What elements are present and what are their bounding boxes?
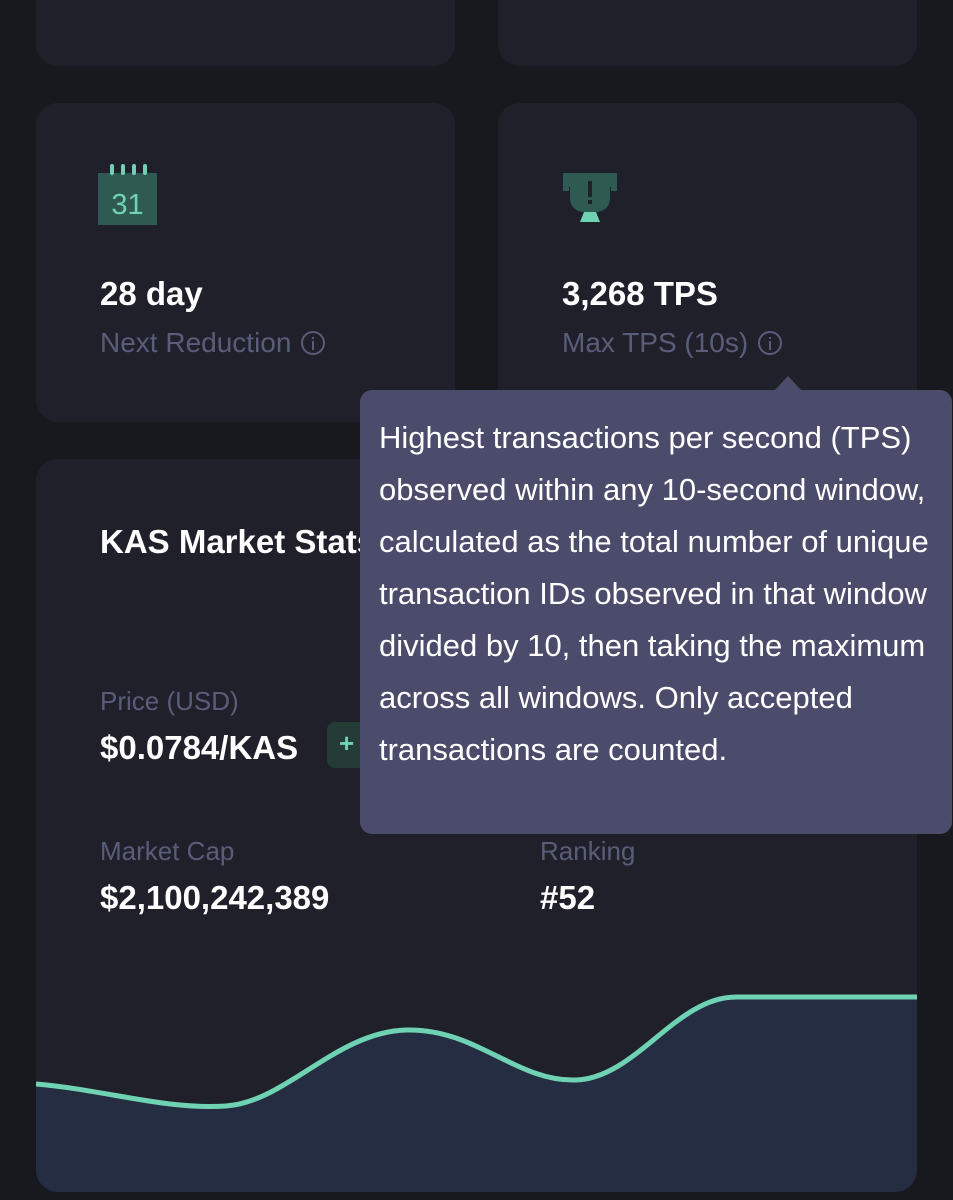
tooltip-arrow bbox=[774, 376, 802, 391]
price-sparkline bbox=[36, 994, 917, 1192]
ranking-label: Ranking bbox=[540, 836, 636, 866]
ranking-value: #52 bbox=[540, 879, 596, 916]
price-label: Price (USD) bbox=[100, 686, 239, 716]
max-tps-tooltip: Highest transactions per second (TPS) ob… bbox=[360, 390, 952, 834]
next-reduction-value: 28 day bbox=[100, 275, 203, 312]
stat-card-top-right bbox=[498, 0, 917, 66]
calendar-icon-number: 31 bbox=[111, 189, 143, 221]
next-reduction-label-row: Next Reduction bbox=[100, 327, 326, 359]
price-value: $0.0784/KAS bbox=[100, 729, 299, 766]
max-tps-value: 3,268 TPS bbox=[562, 275, 718, 312]
max-tps-label-row: Max TPS (10s) bbox=[562, 327, 783, 359]
max-tps-card: 3,268 TPS Max TPS (10s) bbox=[498, 103, 917, 422]
calendar-icon: 31 bbox=[98, 164, 157, 225]
max-tps-label: Max TPS (10s) bbox=[562, 327, 749, 358]
next-reduction-label: Next Reduction bbox=[100, 327, 292, 358]
next-reduction-card: 31 28 day Next Reduction bbox=[36, 103, 455, 422]
market-cap-value: $2,100,242,389 bbox=[100, 879, 330, 916]
market-cap-label: Market Cap bbox=[100, 836, 235, 866]
trophy-icon bbox=[563, 173, 617, 222]
sparkline-fill bbox=[36, 997, 917, 1192]
info-icon[interactable] bbox=[758, 331, 783, 355]
market-stats-title: KAS Market Stats bbox=[100, 523, 376, 560]
sparkline-line bbox=[36, 994, 917, 1110]
stat-card-top-left bbox=[36, 0, 455, 66]
info-icon[interactable] bbox=[301, 331, 326, 355]
